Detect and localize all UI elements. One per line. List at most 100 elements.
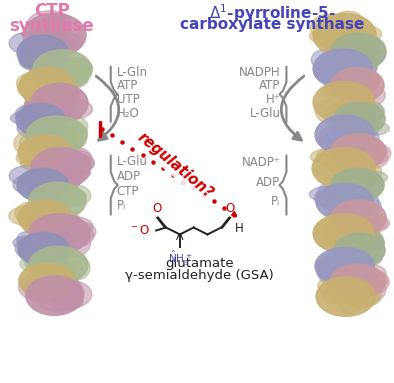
- Ellipse shape: [19, 52, 54, 71]
- Ellipse shape: [38, 208, 80, 232]
- Ellipse shape: [328, 226, 363, 253]
- Ellipse shape: [42, 69, 71, 85]
- Ellipse shape: [16, 103, 65, 137]
- Ellipse shape: [328, 83, 363, 99]
- Ellipse shape: [39, 268, 68, 291]
- Text: UTP: UTP: [117, 93, 139, 106]
- Ellipse shape: [332, 185, 357, 201]
- Ellipse shape: [336, 24, 366, 48]
- Ellipse shape: [24, 94, 70, 113]
- Ellipse shape: [314, 188, 341, 207]
- Ellipse shape: [336, 114, 364, 129]
- Ellipse shape: [9, 32, 49, 55]
- Ellipse shape: [17, 116, 55, 139]
- Ellipse shape: [50, 293, 83, 310]
- Ellipse shape: [20, 41, 42, 65]
- Ellipse shape: [334, 234, 385, 267]
- Ellipse shape: [343, 284, 381, 308]
- Ellipse shape: [333, 100, 358, 121]
- Ellipse shape: [56, 281, 84, 305]
- Ellipse shape: [30, 117, 70, 143]
- Ellipse shape: [351, 100, 384, 123]
- Ellipse shape: [315, 247, 374, 285]
- Ellipse shape: [20, 242, 54, 263]
- Ellipse shape: [313, 214, 374, 253]
- Ellipse shape: [28, 11, 72, 36]
- Ellipse shape: [13, 236, 48, 250]
- Ellipse shape: [38, 134, 79, 152]
- Ellipse shape: [311, 49, 342, 70]
- Ellipse shape: [357, 249, 382, 266]
- Ellipse shape: [335, 51, 378, 78]
- Ellipse shape: [36, 247, 58, 267]
- Ellipse shape: [31, 114, 52, 136]
- Ellipse shape: [333, 11, 364, 36]
- Ellipse shape: [345, 280, 377, 296]
- Ellipse shape: [47, 133, 76, 159]
- Ellipse shape: [51, 145, 78, 168]
- Ellipse shape: [350, 47, 385, 65]
- Ellipse shape: [325, 103, 364, 121]
- Ellipse shape: [343, 115, 378, 130]
- Ellipse shape: [326, 148, 366, 169]
- Ellipse shape: [333, 132, 374, 159]
- Ellipse shape: [315, 161, 362, 182]
- Ellipse shape: [51, 57, 93, 79]
- Ellipse shape: [38, 213, 71, 240]
- Ellipse shape: [339, 40, 369, 65]
- Ellipse shape: [23, 87, 52, 104]
- Ellipse shape: [44, 216, 93, 237]
- Ellipse shape: [19, 132, 57, 156]
- Ellipse shape: [331, 33, 386, 70]
- Ellipse shape: [315, 21, 357, 49]
- Ellipse shape: [329, 265, 354, 283]
- Ellipse shape: [17, 76, 58, 100]
- Ellipse shape: [33, 50, 92, 89]
- Ellipse shape: [28, 184, 52, 200]
- Ellipse shape: [315, 99, 340, 123]
- Ellipse shape: [317, 183, 341, 208]
- Ellipse shape: [342, 288, 379, 307]
- Ellipse shape: [341, 97, 376, 123]
- Ellipse shape: [316, 254, 363, 278]
- Ellipse shape: [322, 194, 347, 211]
- Ellipse shape: [46, 136, 73, 154]
- Ellipse shape: [347, 136, 383, 153]
- Ellipse shape: [332, 36, 364, 56]
- Ellipse shape: [26, 276, 83, 315]
- Ellipse shape: [11, 111, 44, 125]
- Ellipse shape: [333, 143, 370, 160]
- Ellipse shape: [56, 71, 88, 88]
- Ellipse shape: [28, 257, 54, 274]
- Ellipse shape: [349, 165, 375, 191]
- Ellipse shape: [52, 217, 84, 235]
- Ellipse shape: [43, 146, 68, 167]
- Ellipse shape: [313, 13, 376, 57]
- Ellipse shape: [28, 30, 55, 58]
- Ellipse shape: [315, 115, 374, 154]
- Text: ATP: ATP: [117, 80, 138, 92]
- Ellipse shape: [18, 232, 69, 266]
- Ellipse shape: [38, 16, 68, 40]
- Text: NADPH: NADPH: [239, 65, 281, 79]
- Ellipse shape: [361, 174, 382, 197]
- Text: regulation?: regulation?: [134, 129, 216, 201]
- Ellipse shape: [14, 131, 45, 155]
- Ellipse shape: [24, 251, 65, 272]
- Ellipse shape: [36, 216, 70, 232]
- Ellipse shape: [58, 99, 93, 119]
- Ellipse shape: [362, 38, 385, 57]
- Ellipse shape: [26, 116, 87, 155]
- Text: $^-$O: $^-$O: [129, 224, 150, 237]
- Ellipse shape: [13, 175, 45, 195]
- Ellipse shape: [316, 183, 373, 221]
- Ellipse shape: [19, 51, 41, 68]
- Ellipse shape: [349, 144, 372, 166]
- Ellipse shape: [317, 261, 361, 284]
- Ellipse shape: [315, 218, 361, 239]
- Ellipse shape: [43, 67, 79, 92]
- Ellipse shape: [51, 281, 92, 308]
- Ellipse shape: [23, 13, 86, 57]
- Ellipse shape: [9, 206, 50, 226]
- Ellipse shape: [326, 278, 356, 304]
